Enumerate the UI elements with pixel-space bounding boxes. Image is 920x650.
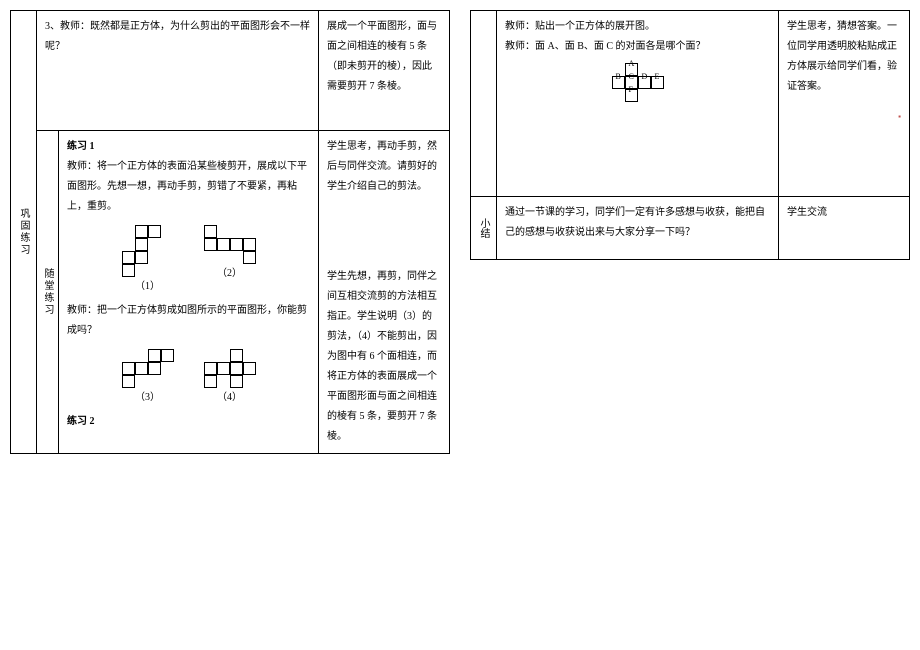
- figs-bot: （3） （4）: [67, 349, 310, 404]
- r1-t2: 教师：面 A、面 B、面 C 的对面各是哪个面？: [505, 37, 770, 57]
- row1-main: 3、教师：既然都是正方体，为什么剪出的平面图形会不一样呢？: [37, 11, 319, 130]
- net-figure: A B C D E F: [505, 63, 770, 102]
- side-right-top: [471, 11, 496, 197]
- note-top: 学生思考，再动手剪，然后与同伴交流。请剪好的学生介绍自己的剪法。: [327, 137, 441, 267]
- cap-1: （1）: [135, 281, 160, 293]
- fig-1: （1）: [122, 225, 174, 293]
- figs-top: （1） （2）: [67, 225, 310, 293]
- sub-label: 随堂练习: [37, 131, 59, 453]
- note-bot: 学生先想，再剪，同伴之间互相交流剪的方法相互指正。学生说明（3）的剪法，（4）不…: [327, 267, 441, 447]
- ex1-text: 教师：将一个正方体的表面沿某些棱剪开，展成以下平面图形。先想一想，再动手剪，剪错…: [67, 157, 310, 217]
- left-main: 3、教师：既然都是正方体，为什么剪出的平面图形会不一样呢？ 展成一个平面图形，面…: [37, 11, 449, 453]
- left-page: 巩固练习 3、教师：既然都是正方体，为什么剪出的平面图形会不一样呢？ 展成一个平…: [10, 10, 450, 454]
- fig-4: （4）: [204, 349, 256, 404]
- row2-main: 练习 1 教师：将一个正方体的表面沿某些棱剪开，展成以下平面图形。先想一想，再动…: [59, 131, 319, 453]
- fig-2: （2）: [204, 225, 256, 293]
- left-row-1: 3、教师：既然都是正方体，为什么剪出的平面图形会不一样呢？ 展成一个平面图形，面…: [37, 11, 449, 131]
- right-main: 教师：贴出一个正方体的展开图。 教师：面 A、面 B、面 C 的对面各是哪个面？…: [497, 11, 909, 259]
- right-row-1: 教师：贴出一个正方体的展开图。 教师：面 A、面 B、面 C 的对面各是哪个面？…: [497, 11, 909, 197]
- r2-main: 通过一节课的学习，同学们一定有许多感想与收获，能把自己的感想与收获说出来与大家分…: [497, 197, 779, 259]
- r1-main: 教师：贴出一个正方体的展开图。 教师：面 A、面 B、面 C 的对面各是哪个面？…: [497, 11, 779, 196]
- side-label-left: 巩固练习: [11, 11, 37, 453]
- r1-t1: 教师：贴出一个正方体的展开图。: [505, 17, 770, 37]
- cap-2: （2）: [217, 268, 242, 280]
- left-row-2: 随堂练习 练习 1 教师：将一个正方体的表面沿某些棱剪开，展成以下平面图形。先想…: [37, 131, 449, 453]
- r2-note: 学生交流: [779, 197, 909, 259]
- right-row-2: 通过一节课的学习，同学们一定有许多感想与收获，能把自己的感想与收获说出来与大家分…: [497, 197, 909, 259]
- ex1-title: 练习 1: [67, 137, 310, 157]
- right-page: 小结 教师：贴出一个正方体的展开图。 教师：面 A、面 B、面 C 的对面各是哪…: [470, 10, 910, 260]
- row1-note: 展成一个平面图形，面与面之间相连的棱有 5 条（即未剪开的棱），因此需要剪开 7…: [319, 11, 449, 130]
- cap-4: （4）: [217, 392, 242, 404]
- row2-note: 学生思考，再动手剪，然后与同伴交流。请剪好的学生介绍自己的剪法。 学生先想，再剪…: [319, 131, 449, 453]
- fig-3: （3）: [122, 349, 174, 404]
- r1-note: 学生思考，猜想答案。一位同学用透明胶粘贴成正方体展示给同学们看，验证答案。 ▪: [779, 11, 909, 196]
- ex2-title: 练习 2: [67, 412, 310, 432]
- cap-3: （3）: [135, 392, 160, 404]
- ex1-text2: 教师：把一个正方体剪成如图所示的平面图形，你能剪成吗？: [67, 301, 310, 341]
- side-right: 小结: [471, 11, 497, 259]
- side-right-bot: 小结: [471, 197, 496, 259]
- marker-icon: ▪: [898, 112, 901, 121]
